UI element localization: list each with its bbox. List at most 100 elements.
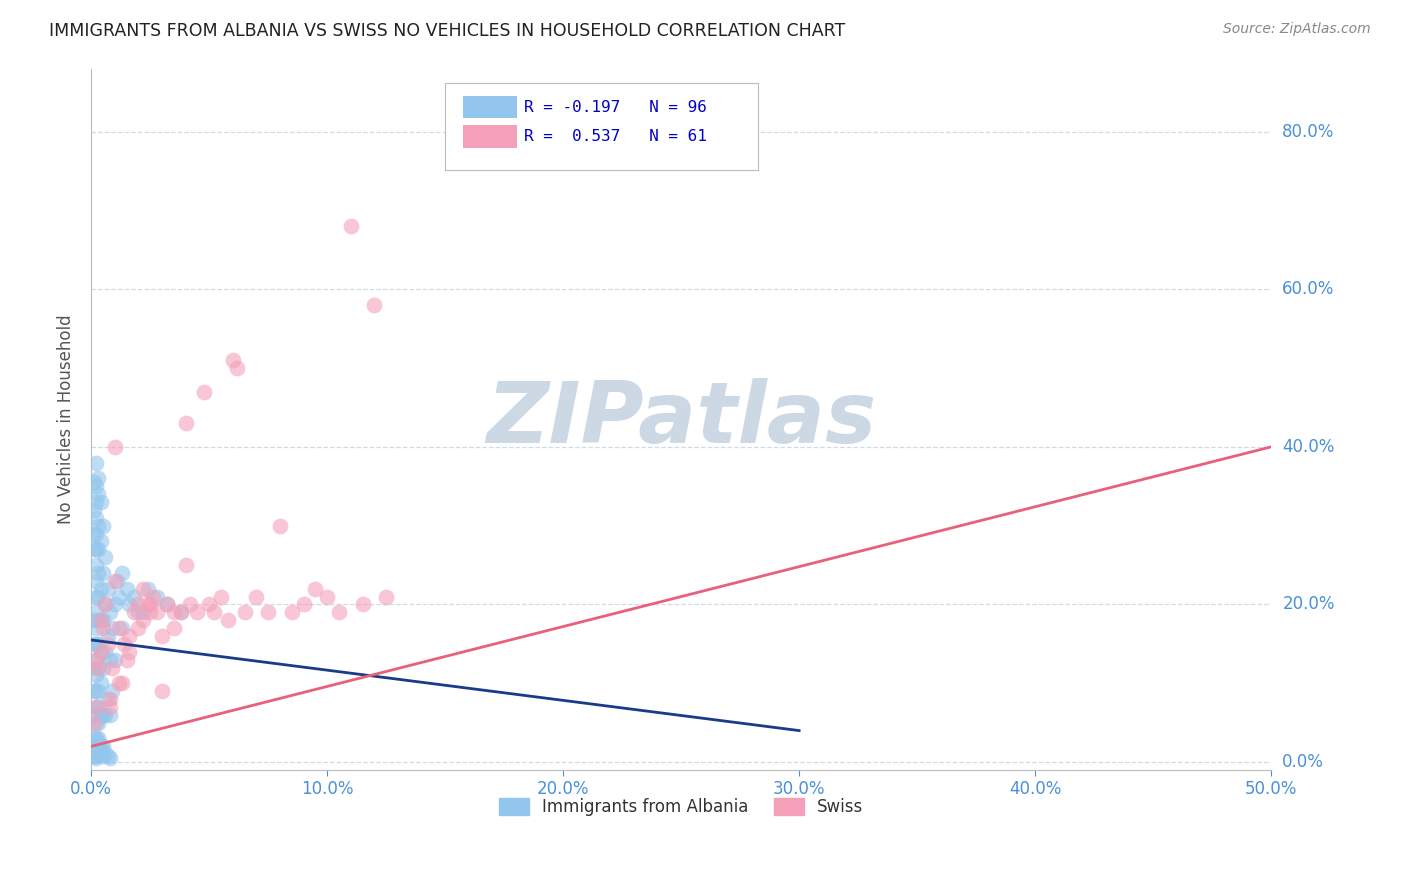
Point <box>98 692 121 706</box>
Point <box>108 590 131 604</box>
Point <box>90 645 112 659</box>
Point <box>87 684 110 698</box>
Point <box>226 361 249 376</box>
Point <box>156 598 179 612</box>
Point <box>104 440 127 454</box>
Point <box>352 598 374 612</box>
Point <box>87 637 110 651</box>
Point <box>104 653 127 667</box>
Point <box>136 598 159 612</box>
Point <box>87 566 110 580</box>
FancyBboxPatch shape <box>463 95 517 119</box>
Text: R = -0.197   N = 96: R = -0.197 N = 96 <box>524 100 707 114</box>
Point <box>84 510 107 524</box>
Point <box>87 613 110 627</box>
Point <box>84 456 107 470</box>
Point <box>87 487 110 501</box>
Text: Source: ZipAtlas.com: Source: ZipAtlas.com <box>1223 22 1371 37</box>
Text: 40.0%: 40.0% <box>1282 438 1334 456</box>
Point <box>198 598 221 612</box>
Point <box>316 590 339 604</box>
Point <box>97 637 120 651</box>
Point <box>84 590 107 604</box>
Point <box>98 707 121 722</box>
Point <box>84 653 107 667</box>
Point <box>179 598 201 612</box>
Point <box>84 653 107 667</box>
Point <box>91 621 114 635</box>
Point <box>83 715 105 730</box>
Point <box>122 606 145 620</box>
Point <box>90 739 112 754</box>
Point <box>127 606 149 620</box>
Point <box>122 590 145 604</box>
Point <box>146 590 169 604</box>
Point <box>132 613 155 627</box>
Point <box>98 653 121 667</box>
Point <box>97 748 120 763</box>
Point <box>87 518 110 533</box>
Point <box>90 495 112 509</box>
Point <box>170 606 193 620</box>
Point <box>105 574 128 588</box>
Point <box>108 676 131 690</box>
Point <box>104 574 127 588</box>
Point <box>90 613 112 627</box>
Text: ZIPatlas: ZIPatlas <box>486 377 876 461</box>
Point <box>90 743 112 757</box>
Point <box>118 598 141 612</box>
Point <box>94 645 117 659</box>
Text: R =  0.537   N = 61: R = 0.537 N = 61 <box>524 129 707 145</box>
Point <box>83 542 105 557</box>
Y-axis label: No Vehicles in Household: No Vehicles in Household <box>58 315 75 524</box>
Point <box>174 416 197 430</box>
Point <box>83 475 105 490</box>
Point <box>257 606 280 620</box>
Point <box>83 526 105 541</box>
Point <box>281 606 304 620</box>
Point <box>84 700 107 714</box>
Point <box>156 598 179 612</box>
Point <box>84 526 107 541</box>
Point <box>84 739 107 754</box>
Point <box>90 676 112 690</box>
Point <box>91 748 114 763</box>
Point <box>328 606 350 620</box>
Point <box>292 598 315 612</box>
Point <box>150 629 173 643</box>
Point <box>97 692 120 706</box>
Point <box>363 298 385 312</box>
Point <box>83 739 105 754</box>
Point <box>222 353 245 368</box>
Point <box>94 707 117 722</box>
Point <box>170 606 193 620</box>
Point <box>83 660 105 674</box>
Point <box>94 598 117 612</box>
Point <box>84 621 107 635</box>
Point <box>202 606 225 620</box>
Point <box>186 606 208 620</box>
Point <box>132 606 155 620</box>
Point <box>84 684 107 698</box>
Point <box>139 598 162 612</box>
Point <box>304 582 326 596</box>
Point <box>84 747 107 762</box>
Point <box>98 606 121 620</box>
Point <box>90 613 112 627</box>
Point <box>84 606 107 620</box>
Point <box>375 590 398 604</box>
Text: 80.0%: 80.0% <box>1282 122 1334 141</box>
Point <box>83 637 105 651</box>
Point <box>101 684 124 698</box>
Point <box>127 621 149 635</box>
Point <box>339 219 361 234</box>
Point <box>90 645 112 659</box>
Point <box>83 731 105 746</box>
Point <box>91 518 114 533</box>
Point <box>87 731 110 746</box>
Legend: Immigrants from Albania, Swiss: Immigrants from Albania, Swiss <box>491 790 872 825</box>
Point <box>98 751 121 765</box>
Point <box>94 598 117 612</box>
Point <box>217 613 239 627</box>
Point <box>91 613 114 627</box>
